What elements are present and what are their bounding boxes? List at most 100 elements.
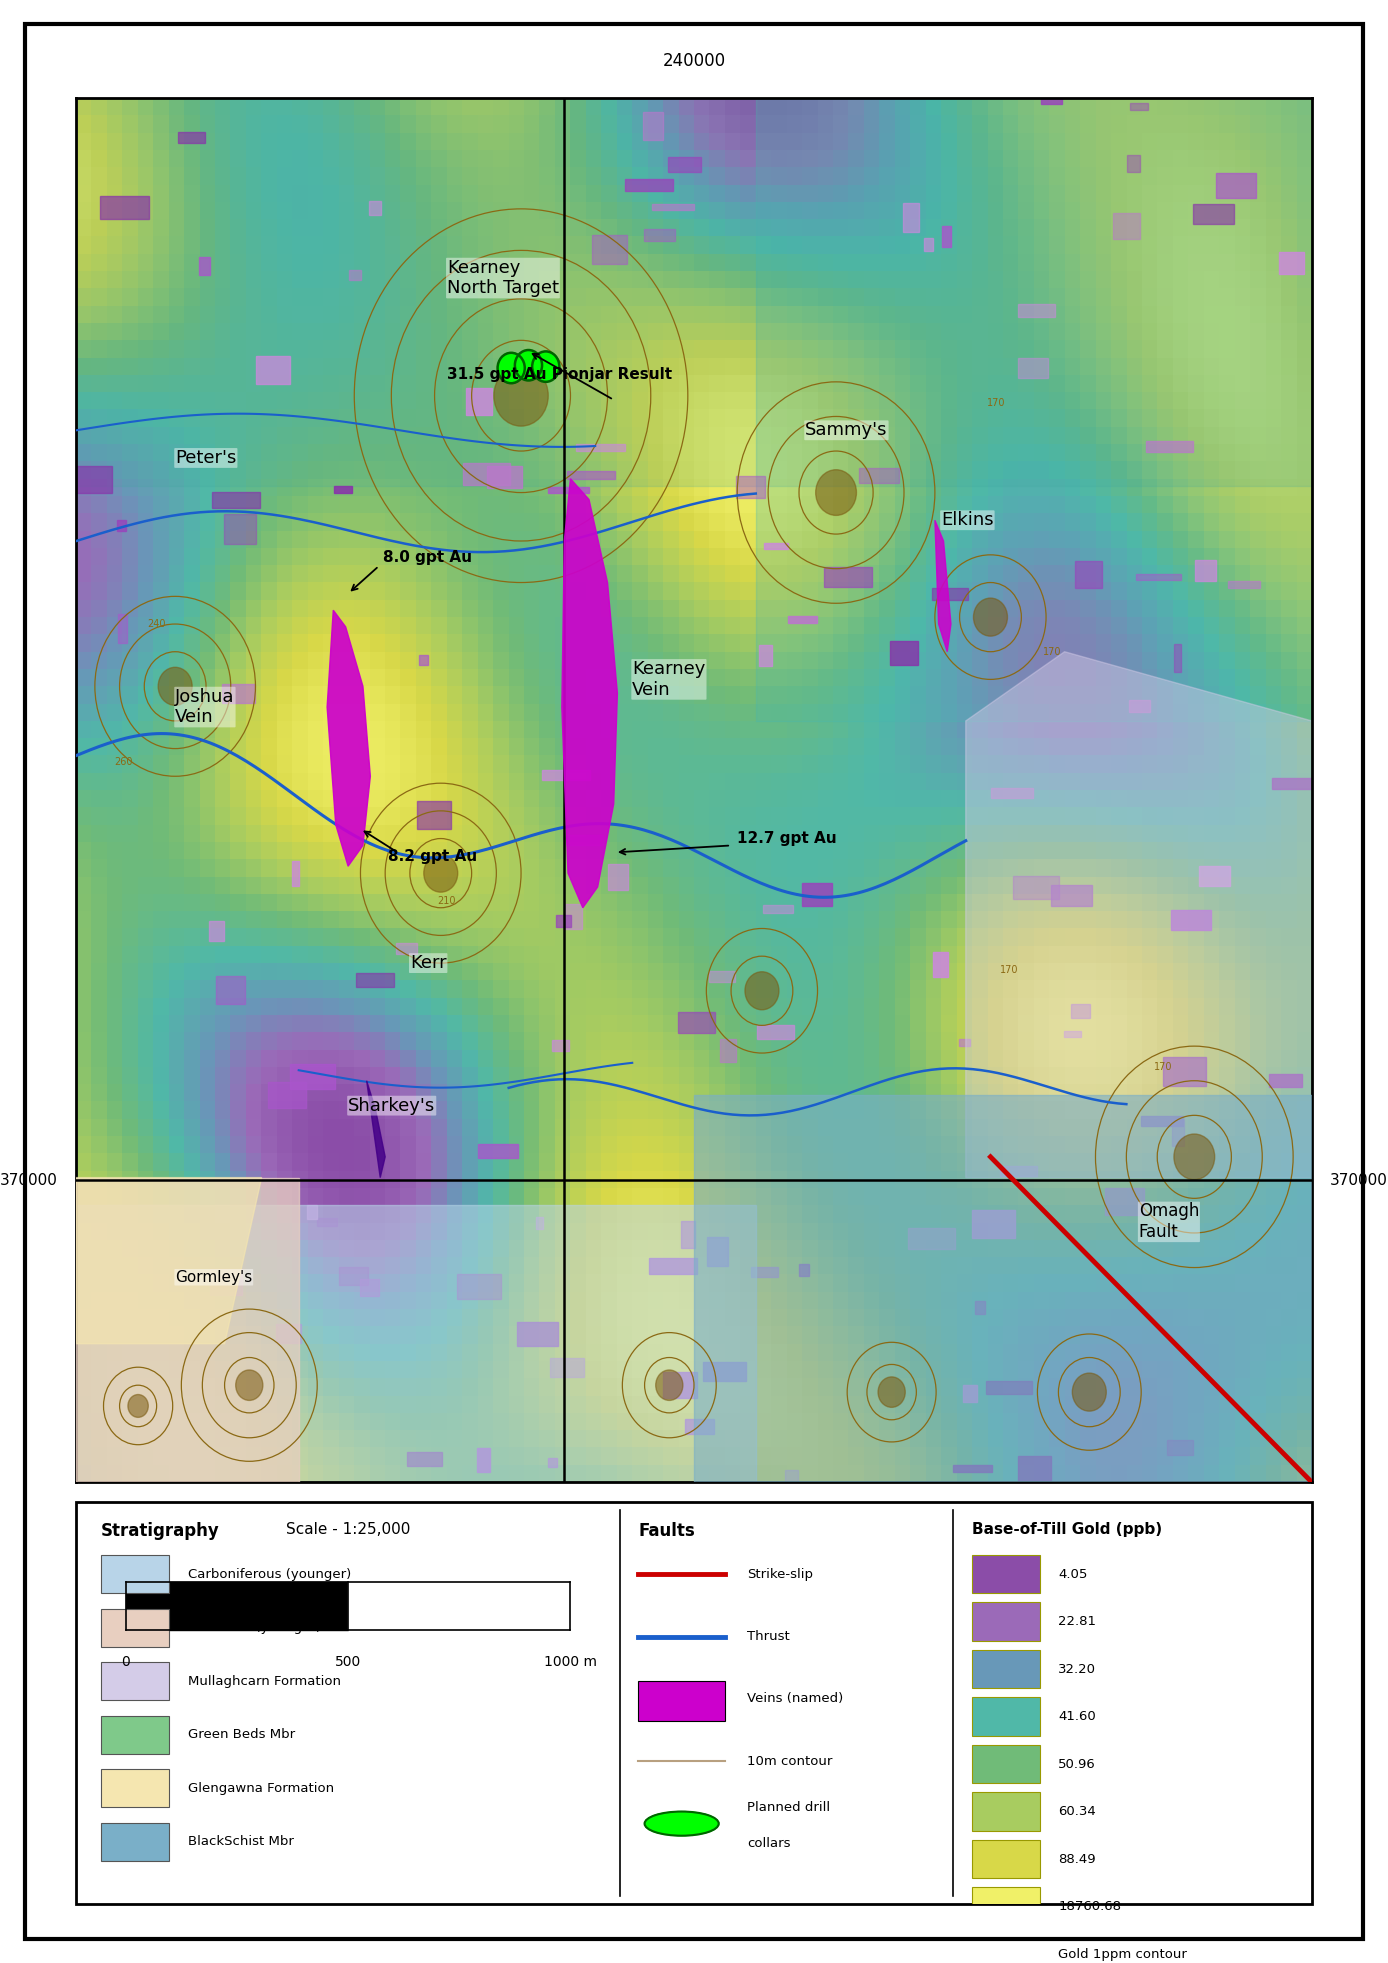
Text: 12.7 gpt Au: 12.7 gpt Au xyxy=(737,830,837,846)
Bar xyxy=(985,1382,1033,1394)
Text: 170: 170 xyxy=(987,398,1006,408)
Bar xyxy=(991,789,1033,797)
Bar xyxy=(972,1209,1015,1239)
Text: Gold 1ppm contour: Gold 1ppm contour xyxy=(1059,1947,1187,1961)
Circle shape xyxy=(644,1812,719,1835)
Text: 8.0 gpt Au: 8.0 gpt Au xyxy=(383,550,472,565)
Circle shape xyxy=(158,667,192,705)
Bar xyxy=(963,1386,977,1402)
Bar xyxy=(1271,777,1312,789)
Text: Kerr: Kerr xyxy=(409,954,447,972)
Bar xyxy=(307,1205,318,1219)
Circle shape xyxy=(745,972,779,1009)
Text: 170: 170 xyxy=(999,966,1019,976)
Bar xyxy=(335,487,353,493)
Text: 240000: 240000 xyxy=(662,53,726,71)
Bar xyxy=(548,1459,557,1466)
Bar xyxy=(788,616,818,622)
Text: Omagh
Fault: Omagh Fault xyxy=(1138,1203,1199,1241)
Text: BlackSchist Mbr: BlackSchist Mbr xyxy=(187,1835,293,1849)
Bar xyxy=(1063,1031,1081,1036)
Bar xyxy=(487,465,522,489)
Circle shape xyxy=(494,365,548,426)
Bar xyxy=(702,1362,745,1382)
Bar xyxy=(972,1745,1040,1782)
Bar xyxy=(257,357,290,385)
Bar xyxy=(318,1219,337,1225)
Bar xyxy=(756,1025,794,1038)
Bar xyxy=(536,1217,543,1229)
Bar xyxy=(101,1663,169,1700)
Bar xyxy=(608,864,629,889)
Bar xyxy=(541,769,590,779)
Bar xyxy=(709,970,734,982)
Bar xyxy=(290,1064,336,1089)
Circle shape xyxy=(497,353,525,383)
Bar xyxy=(462,463,509,485)
Bar xyxy=(552,1040,569,1050)
Bar xyxy=(1171,911,1210,930)
Text: Green Beds Mbr: Green Beds Mbr xyxy=(187,1727,294,1741)
Text: Scale - 1:25,000: Scale - 1:25,000 xyxy=(286,1521,411,1537)
Bar xyxy=(824,567,873,587)
Bar xyxy=(100,196,149,218)
Circle shape xyxy=(1073,1372,1106,1411)
Text: Gormley's: Gormley's xyxy=(175,1270,253,1284)
Text: Kearney
North Target: Kearney North Target xyxy=(447,259,559,298)
Bar xyxy=(565,903,582,928)
Bar xyxy=(638,1680,725,1722)
Bar xyxy=(466,389,491,414)
Text: 1000 m: 1000 m xyxy=(544,1655,597,1669)
Bar xyxy=(217,976,244,1003)
Bar xyxy=(972,1698,1040,1735)
Bar xyxy=(359,1280,379,1296)
Text: Elkins: Elkins xyxy=(941,510,994,530)
Text: 240: 240 xyxy=(147,618,167,628)
Text: Faults: Faults xyxy=(638,1521,695,1539)
Text: 210: 210 xyxy=(437,895,457,905)
Bar xyxy=(1166,1439,1194,1455)
Bar xyxy=(668,157,701,173)
Bar xyxy=(859,469,899,483)
Bar xyxy=(477,1144,518,1158)
Bar xyxy=(651,204,694,210)
FancyBboxPatch shape xyxy=(76,1502,1312,1904)
Bar xyxy=(1013,875,1059,899)
Bar xyxy=(210,921,225,940)
Bar xyxy=(1072,1003,1091,1017)
Bar xyxy=(550,1358,584,1376)
Text: 60.34: 60.34 xyxy=(1059,1806,1097,1818)
Circle shape xyxy=(236,1370,262,1400)
Bar xyxy=(890,642,917,665)
Bar xyxy=(476,1449,490,1472)
Circle shape xyxy=(515,349,543,381)
Bar xyxy=(1105,1188,1144,1215)
Text: Carboniferous (younger): Carboniferous (younger) xyxy=(187,1568,351,1580)
Bar xyxy=(972,1792,1040,1831)
Text: Sharkey's: Sharkey's xyxy=(348,1097,436,1115)
Text: 370000: 370000 xyxy=(1330,1172,1388,1188)
Text: 0: 0 xyxy=(121,1655,130,1669)
Bar xyxy=(680,1221,695,1248)
Bar xyxy=(419,656,428,665)
Text: 41.60: 41.60 xyxy=(1059,1710,1097,1724)
Bar xyxy=(555,915,570,927)
Circle shape xyxy=(423,854,458,891)
Bar xyxy=(1163,1058,1206,1086)
Bar xyxy=(591,236,627,265)
Bar xyxy=(516,1323,558,1347)
Circle shape xyxy=(973,599,1008,636)
Text: 31.5 gpt Au Pionjar Result: 31.5 gpt Au Pionjar Result xyxy=(447,367,672,383)
Bar xyxy=(786,1470,798,1488)
Bar xyxy=(802,883,831,907)
Polygon shape xyxy=(366,1082,386,1178)
Polygon shape xyxy=(76,98,1312,485)
Bar xyxy=(1017,304,1055,316)
Polygon shape xyxy=(936,520,951,652)
Bar xyxy=(178,132,205,143)
Text: 170: 170 xyxy=(1042,646,1062,658)
Bar xyxy=(222,685,254,703)
Bar xyxy=(1194,204,1234,224)
Bar xyxy=(643,112,663,139)
Text: Joshua
Vein: Joshua Vein xyxy=(175,687,235,726)
